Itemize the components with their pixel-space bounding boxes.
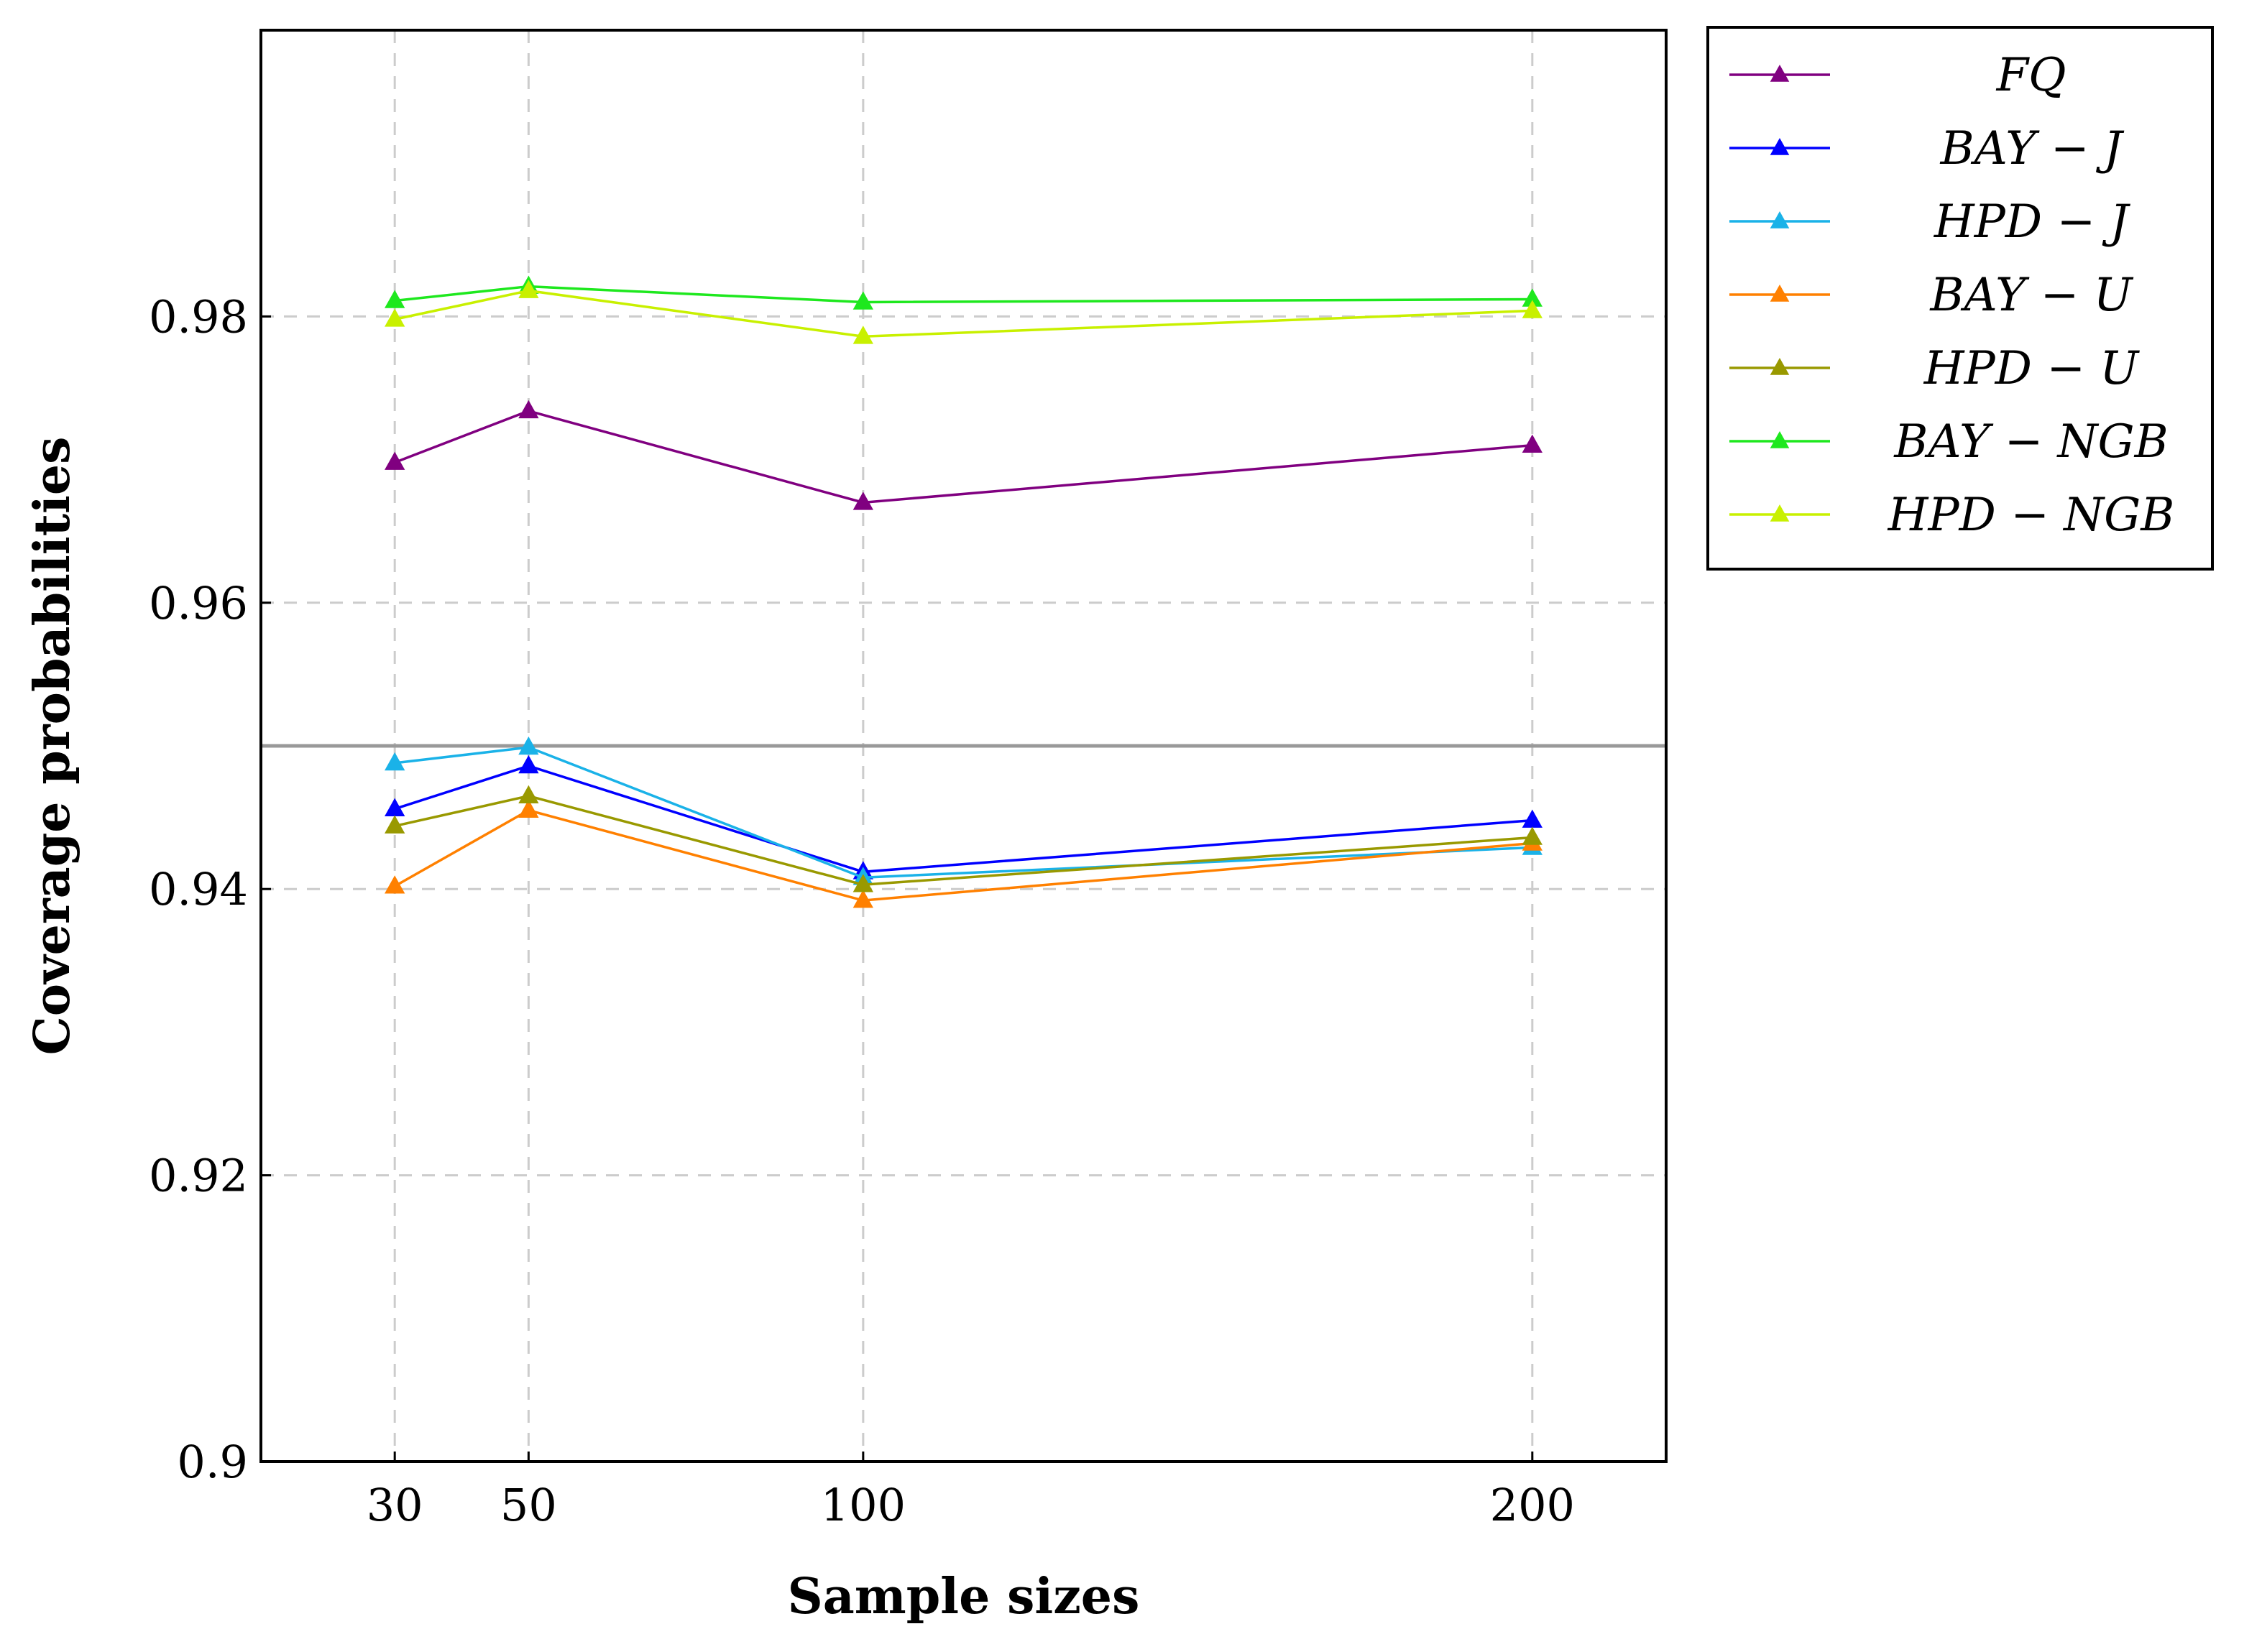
legend-swatch-marker (1770, 211, 1790, 229)
data-point-bay-ngb (852, 291, 874, 310)
legend-entry: FQ (1729, 49, 2066, 102)
legend-entry: BAY − NGB (1729, 415, 2169, 469)
legend-entry: HPD − U (1729, 342, 2140, 395)
data-point-hpd-j (518, 736, 539, 755)
x-axis-ticks: 30 50 100 200 (367, 1452, 1575, 1531)
data-point-bay-u (518, 799, 539, 818)
data-point-bay-ngb (385, 290, 405, 308)
legend-swatch-marker (1770, 358, 1790, 375)
data-point-fq (385, 451, 405, 470)
legend-entry: HPD − J (1729, 195, 2130, 249)
series-hpd-u (385, 785, 1543, 892)
legend-swatch-marker (1770, 138, 1790, 155)
data-point-bay-j (518, 755, 539, 774)
legend-swatch-marker (1770, 504, 1790, 522)
legend-swatch-marker (1770, 285, 1790, 302)
series-line-bay-u (394, 808, 1532, 902)
data-point-fq (852, 492, 874, 510)
x-axis-title: Sample sizes (788, 1568, 1140, 1625)
series-line-hpd-ngb (394, 289, 1532, 338)
series-hpd-j (385, 736, 1543, 885)
plot-frame (259, 29, 1668, 1463)
series-line-hpd-j (394, 746, 1532, 880)
y-axis-title: Coverage probabilities (24, 437, 81, 1056)
legend-label: FQ (1996, 49, 2066, 102)
data-point-hpd-j (385, 752, 405, 771)
legend-label: HPD − NGB (1888, 489, 2175, 542)
data-point-fq (518, 400, 539, 419)
data-point-bay-u (385, 875, 405, 894)
legend: FQ BAY − J HPD − J BAY − U HPD − U BAY − NGB H… (1706, 26, 2214, 571)
series-line-bay-j (394, 765, 1532, 874)
x-tick-label: 30 (367, 1479, 423, 1531)
legend-entry: BAY − U (1729, 269, 2134, 322)
data-point-fq (1522, 434, 1543, 453)
x-tick-label: 100 (821, 1479, 906, 1531)
legend-label: HPD − U (1923, 342, 2141, 395)
data-point-hpd-u (852, 874, 874, 892)
legend-label: BAY − U (1929, 269, 2133, 322)
data-point-hpd-ngb (1522, 300, 1543, 318)
series-line-fq (394, 410, 1532, 504)
data-point-hpd-ngb (518, 280, 539, 298)
legend-swatch-marker (1770, 431, 1790, 448)
legend-label: HPD − J (1934, 195, 2131, 249)
y-axis-ticks: 0.9 0.92 0.94 0.96 0.98 (149, 290, 271, 1488)
legend-swatch-marker (1770, 65, 1790, 82)
data-point-hpd-u (1522, 826, 1543, 845)
legend-entry: HPD − NGB (1729, 489, 2174, 542)
series-fq (385, 400, 1543, 510)
series-line-bay-ngb (395, 285, 1532, 304)
data-point-hpd-u (518, 785, 539, 804)
y-tick-label: 0.9 (177, 1436, 248, 1488)
data-point-hpd-ngb (385, 308, 405, 327)
data-point-hpd-ngb (852, 326, 874, 344)
x-tick-label: 50 (500, 1479, 557, 1531)
x-tick-label: 200 (1490, 1479, 1575, 1531)
legend-label: BAY − J (1940, 122, 2125, 175)
series-bay-u (385, 799, 1543, 908)
data-point-bay-j (1522, 809, 1543, 828)
y-tick-label: 0.92 (149, 1150, 248, 1202)
series-bay-ngb (385, 275, 1543, 310)
legend-label: BAY − NGB (1893, 415, 2168, 469)
legend-entry: BAY − J (1729, 122, 2125, 175)
series-bay-j (385, 755, 1543, 880)
data-point-hpd-u (385, 815, 405, 834)
y-tick-label: 0.98 (149, 290, 248, 343)
series-layer (385, 275, 1543, 908)
legend-box (1706, 26, 2214, 571)
data-point-bay-u (852, 890, 874, 908)
series-hpd-ngb (385, 280, 1543, 344)
series-line-hpd-u (394, 794, 1532, 886)
y-tick-label: 0.96 (149, 577, 248, 629)
y-tick-label: 0.94 (149, 863, 248, 915)
